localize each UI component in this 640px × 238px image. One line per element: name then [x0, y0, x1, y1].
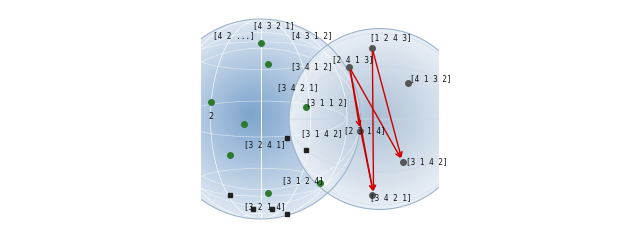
Ellipse shape — [205, 66, 305, 167]
Ellipse shape — [335, 75, 419, 160]
Text: [3 1 4 2]: [3 1 4 2] — [301, 129, 342, 138]
Ellipse shape — [232, 95, 273, 135]
Ellipse shape — [209, 70, 302, 163]
Ellipse shape — [239, 101, 265, 128]
Ellipse shape — [326, 67, 429, 169]
Ellipse shape — [364, 104, 388, 129]
Ellipse shape — [175, 35, 342, 201]
Ellipse shape — [321, 61, 435, 175]
Ellipse shape — [241, 104, 262, 124]
Ellipse shape — [164, 22, 356, 215]
Ellipse shape — [344, 84, 410, 150]
Ellipse shape — [292, 31, 467, 206]
Ellipse shape — [248, 111, 254, 118]
Text: [4 1 3 2]: [4 1 3 2] — [410, 74, 452, 83]
Ellipse shape — [173, 32, 346, 205]
Ellipse shape — [161, 19, 360, 219]
Ellipse shape — [223, 85, 284, 145]
Text: [3 4 2 1]: [3 4 2 1] — [277, 84, 319, 92]
Text: 2: 2 — [208, 112, 213, 121]
Ellipse shape — [349, 90, 403, 144]
Ellipse shape — [214, 76, 294, 156]
Text: [3 1 1 2]: [3 1 1 2] — [306, 98, 348, 107]
Text: [2 4 1 3]: [2 4 1 3] — [332, 55, 374, 64]
Text: [1 2 4 3]: [1 2 4 3] — [370, 34, 412, 42]
Ellipse shape — [295, 35, 463, 203]
Ellipse shape — [323, 64, 432, 172]
Ellipse shape — [303, 43, 454, 194]
Text: [4 3 1 2]: [4 3 1 2] — [291, 31, 333, 40]
Ellipse shape — [332, 72, 422, 163]
Ellipse shape — [188, 48, 328, 188]
Ellipse shape — [358, 99, 394, 135]
Ellipse shape — [184, 44, 331, 191]
Ellipse shape — [166, 25, 353, 212]
Ellipse shape — [218, 79, 291, 153]
Text: [3 1 4 2]: [3 1 4 2] — [406, 157, 447, 166]
Ellipse shape — [227, 89, 280, 142]
Ellipse shape — [355, 96, 397, 138]
Ellipse shape — [179, 38, 339, 198]
Ellipse shape — [230, 92, 276, 139]
Text: [4 3 2 1]: [4 3 2 1] — [253, 22, 295, 30]
Ellipse shape — [361, 102, 391, 132]
Ellipse shape — [309, 49, 448, 188]
Ellipse shape — [193, 54, 320, 180]
Ellipse shape — [236, 98, 269, 131]
Ellipse shape — [340, 81, 413, 154]
Ellipse shape — [338, 78, 416, 157]
Ellipse shape — [317, 58, 438, 178]
Ellipse shape — [170, 29, 349, 208]
Text: [4 2 ...]: [4 2 ...] — [213, 31, 255, 40]
Ellipse shape — [191, 51, 324, 184]
Ellipse shape — [182, 41, 335, 194]
Text: [3 1 2 4]: [3 1 2 4] — [282, 176, 324, 185]
Ellipse shape — [329, 69, 426, 166]
Text: [3 2 1 4]: [3 2 1 4] — [244, 203, 285, 211]
Ellipse shape — [289, 29, 470, 209]
Ellipse shape — [301, 40, 457, 197]
Ellipse shape — [352, 93, 400, 141]
Ellipse shape — [200, 60, 313, 174]
Ellipse shape — [315, 55, 442, 182]
Ellipse shape — [366, 108, 385, 126]
Ellipse shape — [221, 82, 287, 149]
Ellipse shape — [346, 87, 406, 147]
Text: [2 3 1 4]: [2 3 1 4] — [344, 126, 385, 135]
Text: [3 4 1 2]: [3 4 1 2] — [291, 62, 333, 71]
Text: [3 2 4 1]: [3 2 4 1] — [244, 141, 285, 149]
Ellipse shape — [244, 108, 258, 121]
Ellipse shape — [369, 110, 381, 123]
Ellipse shape — [312, 52, 445, 185]
Ellipse shape — [372, 113, 378, 119]
Ellipse shape — [196, 57, 316, 177]
Ellipse shape — [307, 46, 451, 191]
Ellipse shape — [202, 63, 309, 170]
Text: [3 4 2 1]: [3 4 2 1] — [370, 193, 412, 202]
Ellipse shape — [298, 37, 460, 200]
Ellipse shape — [211, 73, 298, 159]
